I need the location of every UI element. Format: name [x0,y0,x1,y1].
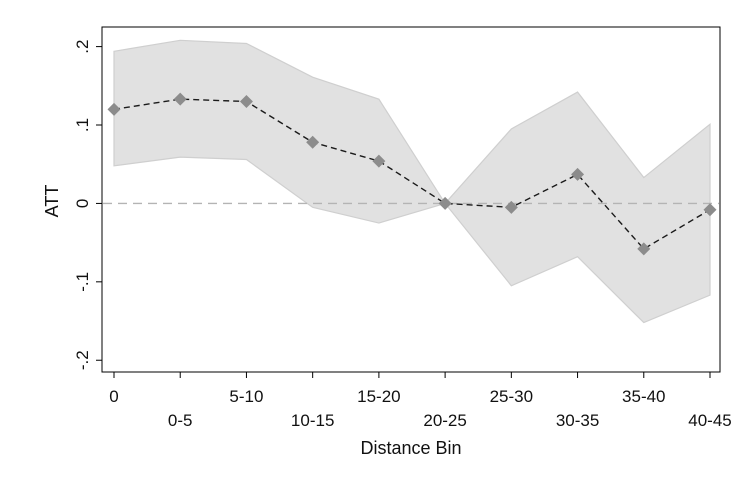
x-tick-label-6: 25-30 [490,387,533,406]
estimate-line [113,98,711,250]
y-tick-label-0: .2 [73,40,92,54]
x-tick-label-5: 20-25 [423,411,466,430]
estimate-marker-2 [239,94,253,108]
estimate-marker-0 [107,102,121,116]
x-tick-label-4: 15-20 [357,387,400,406]
estimate-marker-8 [637,242,651,256]
x-tick-label-0: 0 [109,387,118,406]
x-tick-label-8: 35-40 [622,387,665,406]
y-tick-label-2: 0 [73,199,92,208]
y-tick-label-4: -.2 [73,350,92,370]
estimate-marker-9 [703,203,717,217]
x-tick-label-3: 10-15 [291,411,334,430]
x-tick-label-1: 0-5 [168,411,193,430]
estimate-marker-3 [306,135,320,149]
estimate-marker-1 [173,92,187,106]
x-tick-label-9: 40-45 [688,411,731,430]
estimate-marker-6 [504,200,518,214]
x-axis-title: Distance Bin [360,438,461,458]
x-tick-label-7: 30-35 [556,411,599,430]
estimate-marker-5 [438,196,452,210]
y-axis-title: ATT [42,185,62,218]
x-tick-label-2: 5-10 [229,387,263,406]
estimate-marker-4 [372,154,386,168]
y-tick-label-1: .1 [73,118,92,132]
estimate-marker-7 [571,167,585,181]
y-tick-label-3: -.1 [73,272,92,292]
